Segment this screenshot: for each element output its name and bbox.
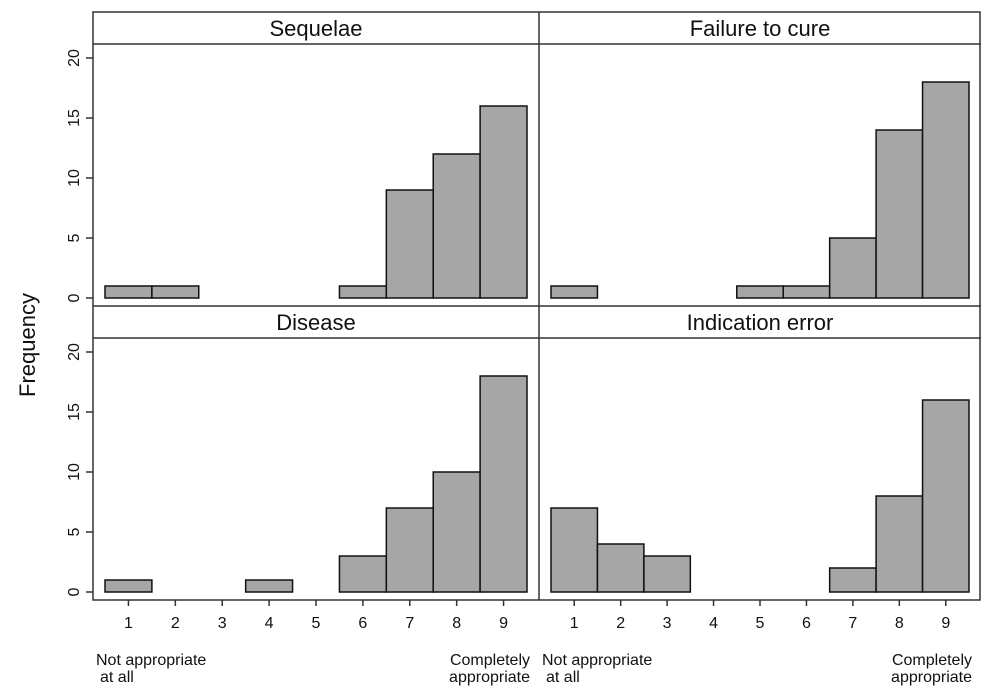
y-axis-label: Frequency: [15, 293, 40, 397]
bar-2: [151, 285, 200, 299]
y-tick-label: 15: [66, 403, 83, 421]
bar-8: [432, 471, 481, 593]
panel-failure-to-cure: Failure to cure: [539, 16, 981, 299]
x-tick-label: 4: [265, 615, 274, 632]
bar-9: [479, 375, 528, 593]
panel-title: Failure to cure: [690, 16, 831, 41]
bar-8: [875, 129, 924, 299]
x-tick-label: 2: [171, 615, 180, 632]
bar-6: [338, 285, 388, 299]
panel-sequelae: Sequelae 0 5 10 15 20: [66, 16, 539, 302]
bar-7: [828, 567, 877, 593]
bar-6: [782, 285, 831, 299]
y-tick-label: 20: [66, 49, 83, 67]
x-anchor-high-label: Completely appropriate: [891, 652, 972, 686]
y-tick-label: 15: [66, 109, 83, 127]
bar-1: [550, 285, 599, 299]
bar-1: [550, 507, 599, 593]
x-tick-label: 3: [663, 615, 672, 632]
y-tick-label: 5: [66, 527, 83, 536]
x-tick-label: 7: [405, 615, 414, 632]
x-tick-label: 2: [616, 615, 625, 632]
bar-7: [385, 507, 434, 593]
x-tick-label: 1: [570, 615, 579, 632]
bar-9: [921, 81, 970, 299]
x-tick-label: 8: [452, 615, 461, 632]
x-tick-label: 5: [756, 615, 765, 632]
x-anchor-low-label: Not appropriate at all: [96, 652, 206, 686]
x-tick-label: 1: [124, 615, 133, 632]
bar-1: [104, 285, 153, 299]
bar-6: [338, 555, 388, 593]
bar-9: [921, 399, 970, 593]
bar-1: [104, 579, 153, 593]
x-tick-label: 4: [709, 615, 718, 632]
bar-7: [828, 237, 877, 299]
panel-title: Disease: [276, 310, 355, 335]
x-tick-label: 5: [312, 615, 321, 632]
bar-9: [479, 105, 528, 299]
x-tick-label: 9: [499, 615, 508, 632]
bar-2: [596, 543, 645, 593]
x-anchor-low-label: Not appropriate at all: [542, 652, 652, 686]
panel-indication-error: Indication error 1 2 3 4 5 6 7 8 9 Not appropriate…: [539, 310, 981, 686]
bar-8: [432, 153, 481, 299]
bar-3: [643, 555, 692, 593]
y-tick-label: 10: [66, 463, 83, 481]
panel-disease: Disease 0 5 10 15 20 1 2 3 4 5 6 7 8 9 Not appropriate a…: [66, 310, 539, 686]
x-tick-label: 6: [802, 615, 811, 632]
y-tick-label: 10: [66, 169, 83, 187]
x-tick-label: 7: [848, 615, 857, 632]
y-tick-label: 0: [66, 293, 83, 302]
panel-title: Indication error: [687, 310, 834, 335]
bar-8: [875, 495, 924, 593]
y-tick-label: 5: [66, 233, 83, 242]
y-tick-label: 20: [66, 343, 83, 361]
bar-5: [736, 285, 784, 299]
x-tick-label: 9: [941, 615, 950, 632]
bar-4: [244, 579, 294, 593]
x-tick-label: 8: [895, 615, 904, 632]
panel-title: Sequelae: [270, 16, 363, 41]
x-anchor-high-label: Completely appropriate: [449, 652, 530, 686]
x-tick-label: 3: [218, 615, 227, 632]
x-tick-label: 6: [358, 615, 367, 632]
bar-7: [385, 189, 434, 299]
y-tick-label: 0: [66, 587, 83, 596]
